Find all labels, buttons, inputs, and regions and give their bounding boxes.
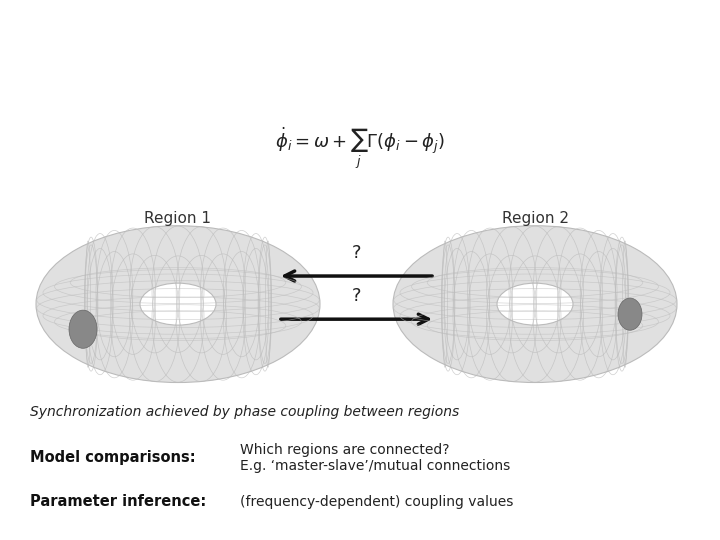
Text: Parameter inference:: Parameter inference: bbox=[30, 494, 206, 509]
Text: ?: ? bbox=[352, 287, 361, 305]
Text: ?: ? bbox=[352, 244, 361, 262]
Text: (frequency-dependent) coupling values: (frequency-dependent) coupling values bbox=[240, 495, 513, 509]
Text: Which regions are connected?: Which regions are connected? bbox=[240, 443, 449, 457]
Ellipse shape bbox=[497, 283, 573, 325]
Ellipse shape bbox=[69, 310, 97, 348]
Text: $\dot{\phi}_i = \omega + \sum_j \Gamma(\phi_i - \phi_j)$: $\dot{\phi}_i = \omega + \sum_j \Gamma(\… bbox=[275, 126, 445, 171]
Text: E.g. ‘master-slave’/mutual connections: E.g. ‘master-slave’/mutual connections bbox=[240, 458, 510, 472]
Ellipse shape bbox=[36, 226, 320, 382]
Ellipse shape bbox=[618, 298, 642, 330]
Text: Model comparisons:: Model comparisons: bbox=[30, 450, 196, 465]
Text: Synchronization achieved by phase coupling between regions: Synchronization achieved by phase coupli… bbox=[30, 404, 459, 418]
Text: Region 1: Region 1 bbox=[145, 211, 212, 226]
Ellipse shape bbox=[140, 283, 216, 325]
Text: 2. DCM for Phase Coupling: 2. DCM for Phase Coupling bbox=[110, 23, 610, 56]
Text: Region 2: Region 2 bbox=[502, 211, 569, 226]
Ellipse shape bbox=[393, 226, 677, 382]
